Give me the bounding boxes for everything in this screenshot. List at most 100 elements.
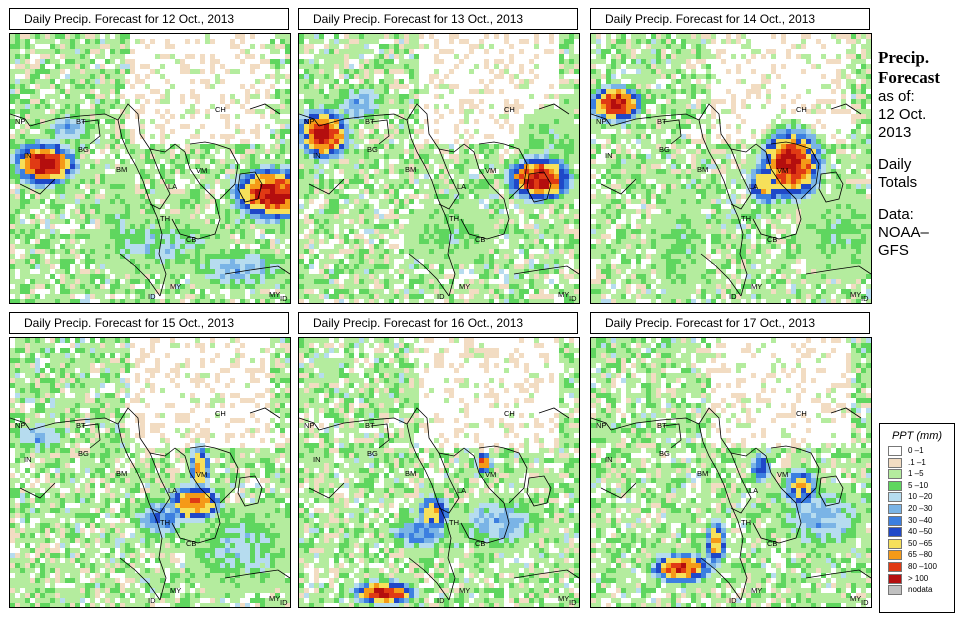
country-label: IN [24, 151, 32, 160]
country-border [224, 569, 290, 579]
country-border [370, 119, 390, 145]
precip-map[interactable]: CH NP BT BG IN BM VM LA TH CB MY ID MY ID [298, 33, 580, 304]
country-border [408, 557, 450, 601]
legend-swatch [888, 480, 902, 491]
country-border [818, 475, 844, 507]
country-border [770, 141, 797, 145]
country-border [513, 265, 579, 275]
panel-title: Daily Precip. Forecast for 17 Oct., 2013 [590, 312, 870, 334]
country-border [318, 113, 456, 297]
country-label: BG [659, 145, 670, 154]
country-border [171, 447, 221, 544]
country-border [119, 557, 161, 601]
country-label: TH [449, 518, 459, 527]
country-label: ID [437, 292, 445, 301]
country-border [117, 103, 176, 153]
country-border [370, 423, 390, 449]
country-label: ID [569, 294, 577, 303]
country-border [408, 253, 450, 297]
country-label: CH [215, 409, 226, 418]
legend-item: 50 –65 [880, 538, 954, 551]
country-label: BM [116, 469, 127, 478]
country-border [752, 447, 802, 544]
country-border [438, 452, 460, 514]
country-border [189, 141, 216, 145]
country-label: LA [749, 182, 758, 191]
precip-map[interactable]: CH NP BT BG IN BM VM LA TH CB MY ID MY ID [590, 337, 872, 608]
precip-map[interactable]: CH NP BT BG IN BM VM LA TH CB MY ID MY ID [590, 33, 872, 304]
data-label-3: GFS [878, 242, 909, 259]
legend-item: 1 –5 [880, 469, 954, 481]
legend-swatch [888, 457, 902, 468]
country-border [478, 141, 505, 145]
country-border [700, 253, 742, 297]
country-border [730, 452, 752, 514]
country-label: BG [659, 449, 670, 458]
country-border [698, 103, 757, 153]
country-label: BT [657, 421, 667, 430]
precip-map[interactable]: CH NP BT BG IN BM VM LA TH CB MY ID MY ID [9, 33, 291, 304]
precip-map[interactable]: CH NP BT BG IN BM VM LA TH CB MY ID MY ID [298, 337, 580, 608]
panel-title: Daily Precip. Forecast for 14 Oct., 2013 [590, 8, 870, 30]
country-label: CB [475, 235, 485, 244]
country-label: IN [605, 151, 613, 160]
legend-label: 50 –65 [908, 538, 933, 548]
country-border [700, 557, 742, 601]
country-border [308, 482, 345, 499]
country-label: MY [558, 594, 569, 603]
country-label: ID [861, 598, 869, 607]
country-label: NP [596, 117, 606, 126]
legend-item: 80 –100 [880, 561, 954, 574]
country-label: LA [749, 486, 758, 495]
country-label: BT [76, 117, 86, 126]
country-border [19, 482, 56, 499]
legend-swatch [888, 550, 902, 561]
legend-item: 30 –40 [880, 515, 954, 528]
country-label: BG [78, 145, 89, 154]
country-label: IN [605, 455, 613, 464]
legend-swatch [888, 527, 902, 538]
country-border [406, 407, 465, 457]
country-label: CH [796, 409, 807, 418]
side-heading-2: Forecast [878, 68, 940, 87]
country-border [503, 447, 528, 504]
country-border [591, 113, 612, 127]
country-label: VM [777, 470, 788, 479]
country-label: BT [657, 117, 667, 126]
country-label: VM [196, 166, 207, 175]
country-label: IN [313, 455, 321, 464]
country-label: CB [186, 539, 196, 548]
panel-title: Daily Precip. Forecast for 16 Oct., 2013 [298, 312, 578, 334]
side-heading-1: Precip. [878, 48, 930, 67]
country-label: CH [504, 409, 515, 418]
precip-map[interactable]: CH NP BT BG IN BM VM LA TH CB MY ID MY ID [9, 337, 291, 608]
legend-label: 30 –40 [908, 515, 933, 525]
country-border [830, 103, 862, 115]
country-border [224, 265, 290, 275]
country-label: BM [405, 165, 416, 174]
legend-item: > 100 [880, 573, 954, 586]
panel-title: Daily Precip. Forecast for 15 Oct., 2013 [9, 312, 289, 334]
country-border [189, 445, 216, 449]
country-label: MY [459, 586, 470, 595]
country-border [795, 447, 820, 504]
legend-item: 10 –20 [880, 492, 954, 504]
country-label: ID [569, 598, 577, 607]
country-border [249, 407, 281, 419]
country-label: ID [148, 292, 156, 301]
country-label: CH [215, 105, 226, 114]
country-border [214, 447, 239, 504]
country-label: MY [850, 594, 861, 603]
country-border [460, 143, 510, 240]
country-border [805, 569, 871, 579]
legend-item: 5 –10 [880, 480, 954, 493]
country-border [600, 178, 637, 195]
data-label-2: NOAA– [878, 224, 929, 241]
country-border [662, 423, 682, 449]
country-label: BG [367, 449, 378, 458]
legend-label: .1 –1 [908, 457, 926, 467]
country-border [149, 148, 171, 210]
legend-swatch [888, 492, 902, 503]
country-label: VM [196, 470, 207, 479]
